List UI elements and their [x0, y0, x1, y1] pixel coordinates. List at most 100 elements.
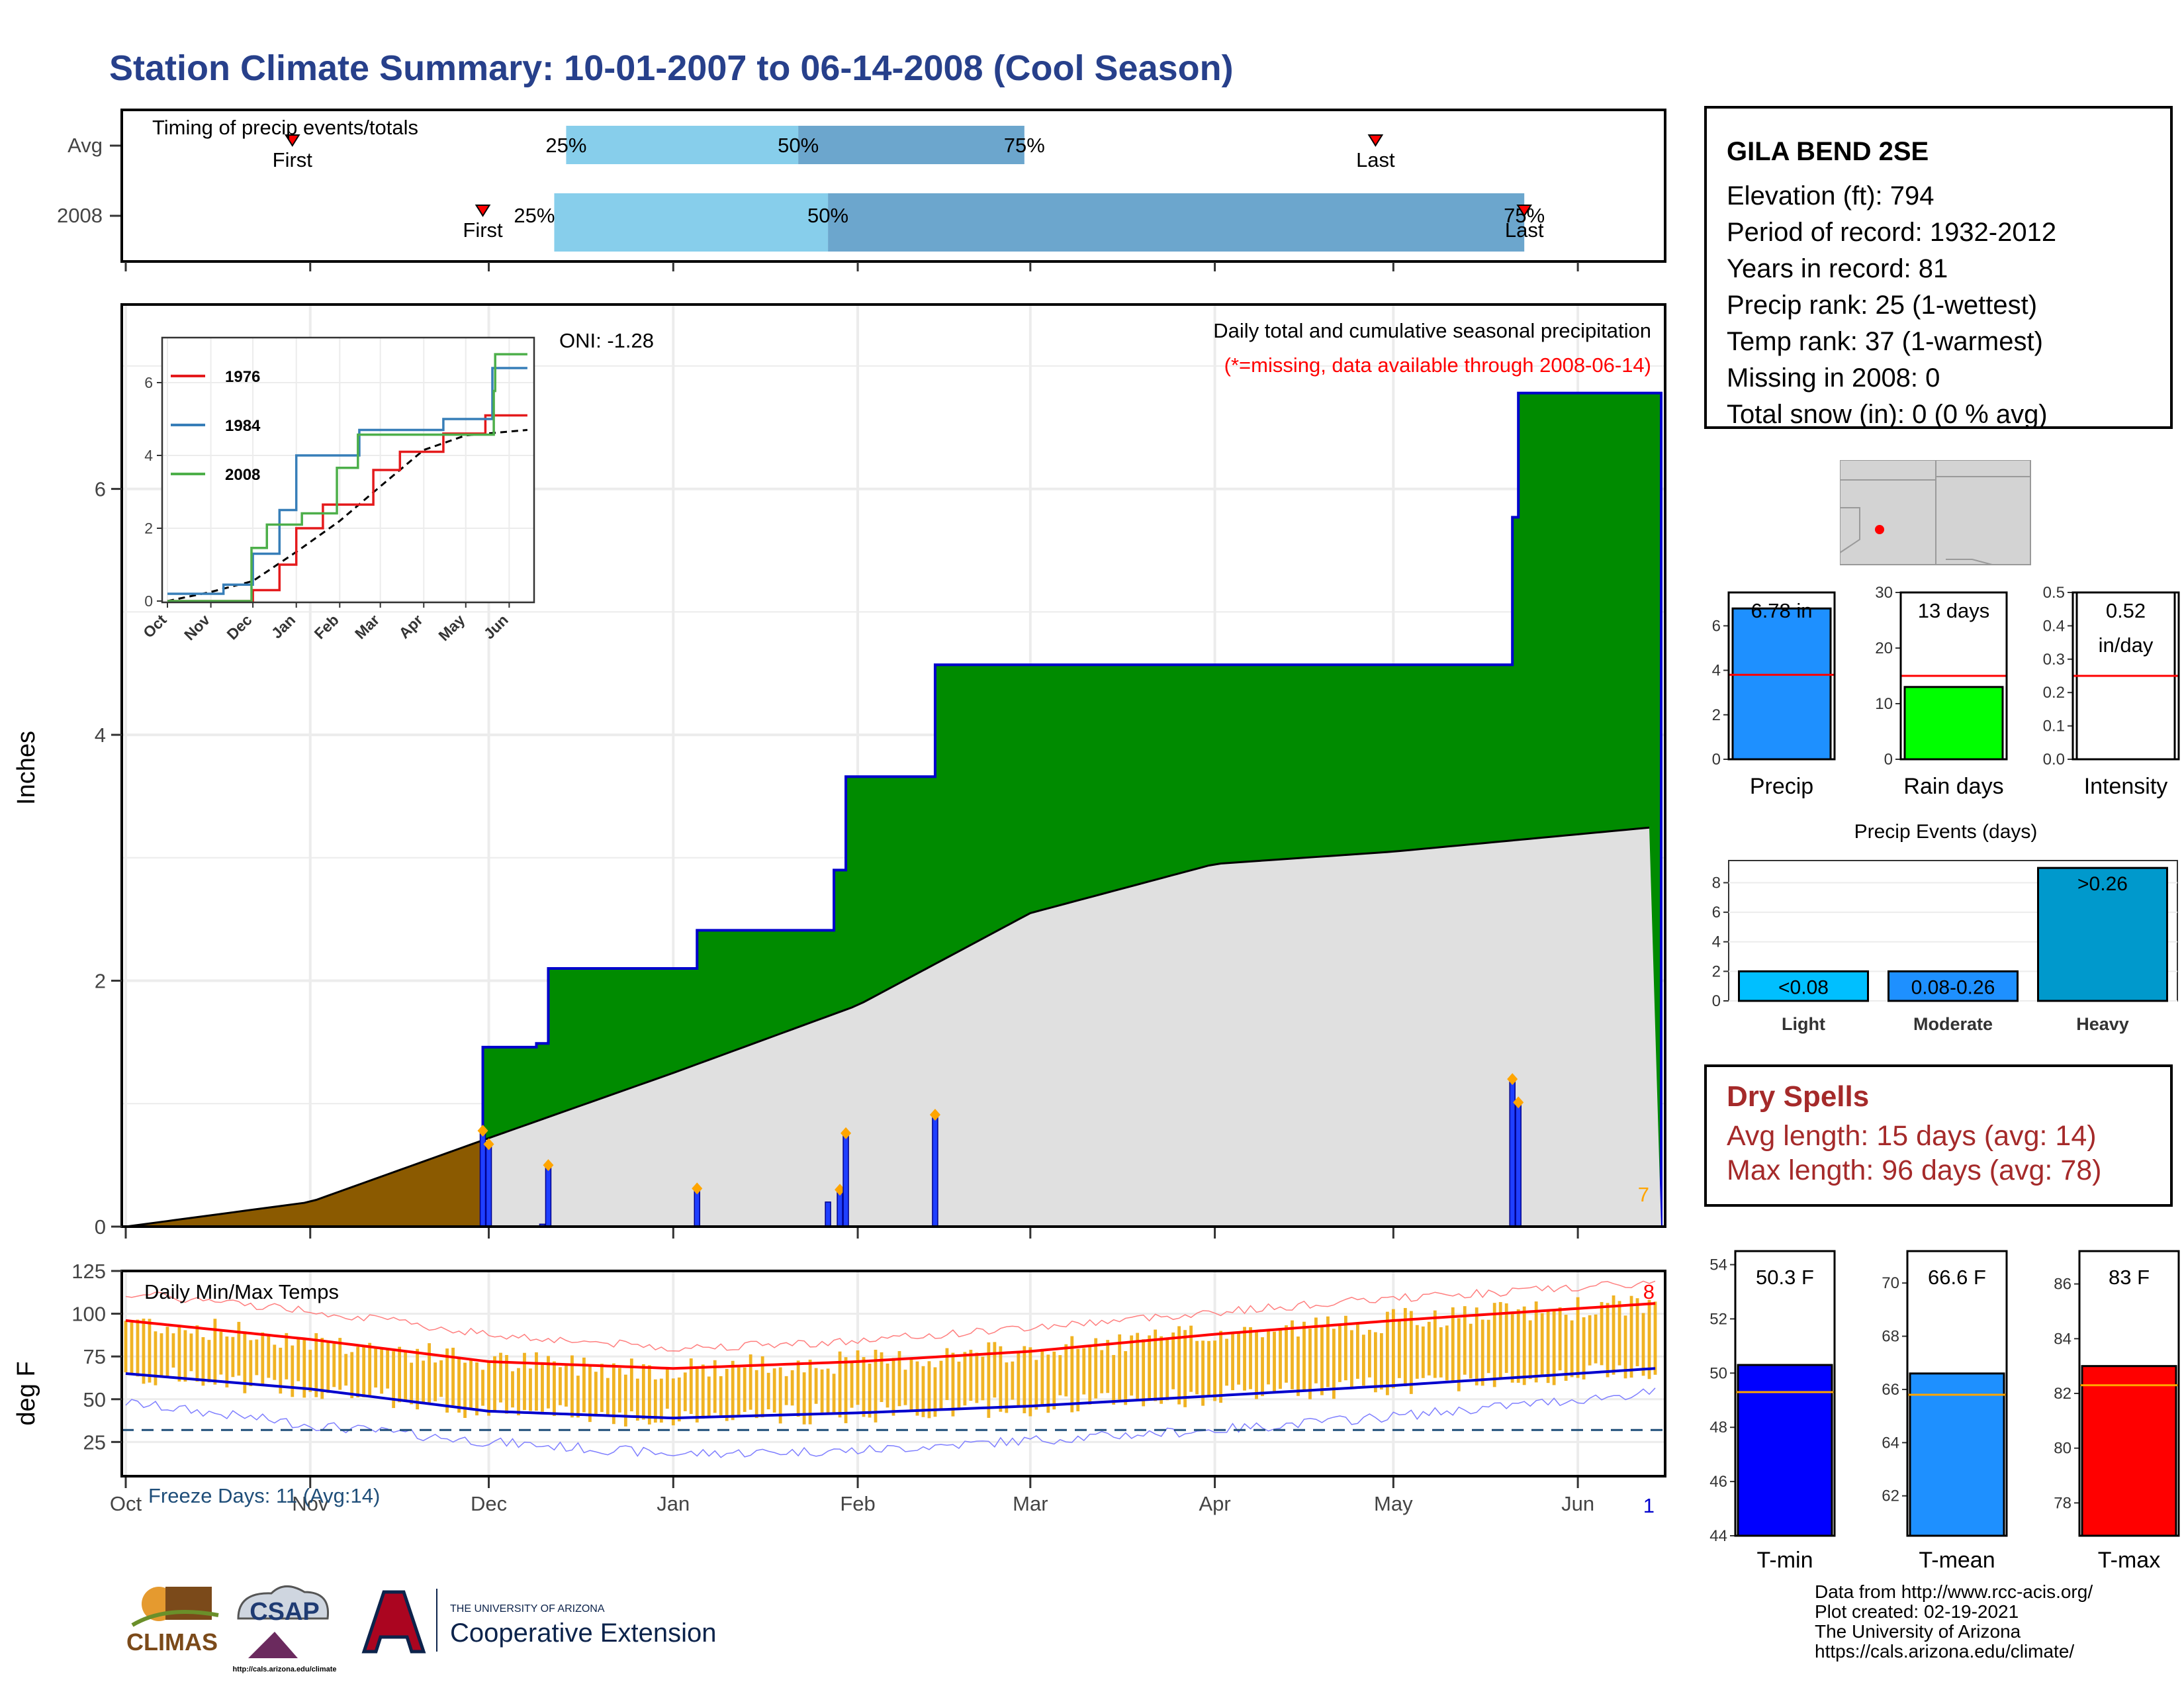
temp-range-bar [808, 1359, 812, 1425]
precip-events-title: Precip Events (days) [1854, 821, 2038, 843]
temp-range-bar [1118, 1334, 1122, 1400]
temp-range-bar [1005, 1362, 1009, 1413]
temp-range-bar [1142, 1339, 1146, 1407]
temp-summary-label: T-mean [1919, 1548, 1995, 1573]
temp-range-bar [1136, 1333, 1140, 1400]
temp-summary-value: 83 F [2109, 1266, 2150, 1289]
temp-range-bar [356, 1346, 360, 1398]
timing-first-label: First [273, 148, 313, 171]
temp-range-bar [291, 1345, 295, 1397]
mini-ytick-label: 0.0 [2043, 751, 2065, 769]
station-years: Years in record: 81 [1727, 254, 1948, 283]
temp-range-bar [1082, 1348, 1086, 1395]
temp-range-bar [1469, 1323, 1473, 1379]
avg-precip-line [125, 826, 1650, 1228]
inset-legend-label-2008: 2008 [225, 466, 260, 484]
temp-summary-bar-t-mean [1909, 1372, 2005, 1537]
temp-range-bar [487, 1360, 490, 1416]
temp-range-bar [1130, 1335, 1134, 1396]
footer-url: https://cals.arizona.edu/climate/ [1815, 1641, 2075, 1662]
temp-range-bar [1492, 1303, 1496, 1387]
temp-range-bar [1076, 1348, 1080, 1412]
temp-range-bar [1397, 1319, 1401, 1378]
temp-range-bar [1522, 1306, 1526, 1385]
temp-range-bar [1052, 1351, 1056, 1410]
temp-range-bar [1112, 1354, 1116, 1405]
avg-precip-area [482, 827, 1661, 1227]
temp-range-bar [1409, 1311, 1413, 1394]
temp-range-bar [428, 1343, 432, 1404]
temp-range-bar [362, 1345, 366, 1397]
temp-range-bar [993, 1342, 997, 1398]
events-bar-label: <0.08 [1778, 976, 1829, 998]
temp-range-bar [1237, 1333, 1240, 1385]
mini-ytick-label: 2 [1712, 706, 1721, 724]
events-bar-light [1738, 970, 1869, 1002]
temp-range-bar [951, 1352, 955, 1417]
temp-avg-max-line [125, 1302, 1656, 1370]
month-label: Mar [1013, 1492, 1048, 1515]
csap-mountain-icon [248, 1632, 298, 1658]
temp-range-bar [826, 1368, 830, 1415]
temp-range-bar [683, 1372, 687, 1411]
temp-range-bar [891, 1358, 895, 1416]
temp-range-bar [576, 1376, 580, 1418]
temp-range-bar [731, 1360, 735, 1421]
daily-precip-marker [841, 1127, 852, 1139]
inset-legend-label-1976: 1976 [225, 368, 260, 386]
temp-range-bar [475, 1362, 478, 1416]
timing-panel-label: Timing of precip events/totals [152, 116, 418, 139]
temp-summary-value: 66.6 F [1928, 1266, 1986, 1289]
footer-plot-created: Plot created: 02-19-2021 [1815, 1601, 2019, 1622]
inset-xtick-label: Oct [140, 611, 170, 641]
temp-range-bar [1403, 1307, 1407, 1387]
temp-range-bar [1612, 1295, 1615, 1375]
inset-legend: 1976 1984 2008 [171, 368, 261, 484]
precip-areas [125, 391, 1662, 1228]
temp-record-max-line [125, 1280, 1656, 1352]
temp-range-bar [1225, 1338, 1228, 1386]
temp-range-bar [862, 1357, 866, 1417]
temp-summary-ytick-label: 46 [1709, 1473, 1727, 1491]
temp-range-bar [1273, 1331, 1276, 1392]
temp-range-bar [469, 1360, 473, 1408]
temp-range-bar [439, 1360, 443, 1397]
temp-range-bar [1255, 1330, 1258, 1399]
mini-chart-frame [1899, 591, 2008, 761]
temp-range-bar [665, 1367, 669, 1409]
temp-range-bar [1415, 1325, 1419, 1379]
temp-range-bar [1171, 1332, 1175, 1389]
events-bar-label: 0.08-0.26 [1911, 976, 1995, 998]
temp-summary-ytick-label: 84 [2054, 1330, 2071, 1348]
mini-ytick-label: 0 [1884, 751, 1893, 769]
temp-range-bar [1600, 1301, 1604, 1366]
dry-spells-avg: Avg length: 15 days (avg: 14) [1727, 1120, 2097, 1152]
daily-precip-marker [835, 1184, 846, 1196]
mini-ytick-label: 20 [1875, 639, 1893, 657]
temp-range-bar [1427, 1321, 1431, 1376]
temp-range-bar [921, 1366, 925, 1417]
temp-range-bar [314, 1333, 318, 1397]
temp-range-bar [416, 1348, 420, 1410]
temp-range-bar [1207, 1340, 1210, 1395]
temp-range-bar [957, 1361, 961, 1409]
temp-axes: 25 50 75 100 125 Oct Nov Dec Jan Feb Mar Apr May Jun [71, 1260, 1594, 1515]
inset-chart: 0 2 4 6 Oct Nov Dec Jan Feb Mar Apr May Jun 1976 1984… [140, 336, 535, 644]
events-ytick-label: 4 [1712, 933, 1721, 951]
temp-range-bar [445, 1348, 449, 1413]
inset-line-2008 [167, 353, 527, 602]
inset-ytick-label: 6 [144, 374, 153, 391]
events-category-label: Heavy [2076, 1014, 2129, 1034]
temp-summary-label: T-max [2098, 1548, 2160, 1573]
temp-range-bar [195, 1325, 199, 1382]
temp-range-bar [623, 1374, 627, 1427]
temp-range-bar [261, 1332, 265, 1387]
station-missing: Missing in 2008: 0 [1727, 363, 1940, 393]
temp-range-bar [1647, 1299, 1651, 1380]
timing-bar-late [798, 126, 1024, 164]
temp-range-bar [189, 1333, 193, 1372]
temp-summary-ytick-label: 68 [1882, 1328, 1899, 1346]
temp-range-bar [909, 1359, 913, 1413]
temp-range-bar [183, 1330, 187, 1382]
temp-range-bar [302, 1338, 306, 1398]
